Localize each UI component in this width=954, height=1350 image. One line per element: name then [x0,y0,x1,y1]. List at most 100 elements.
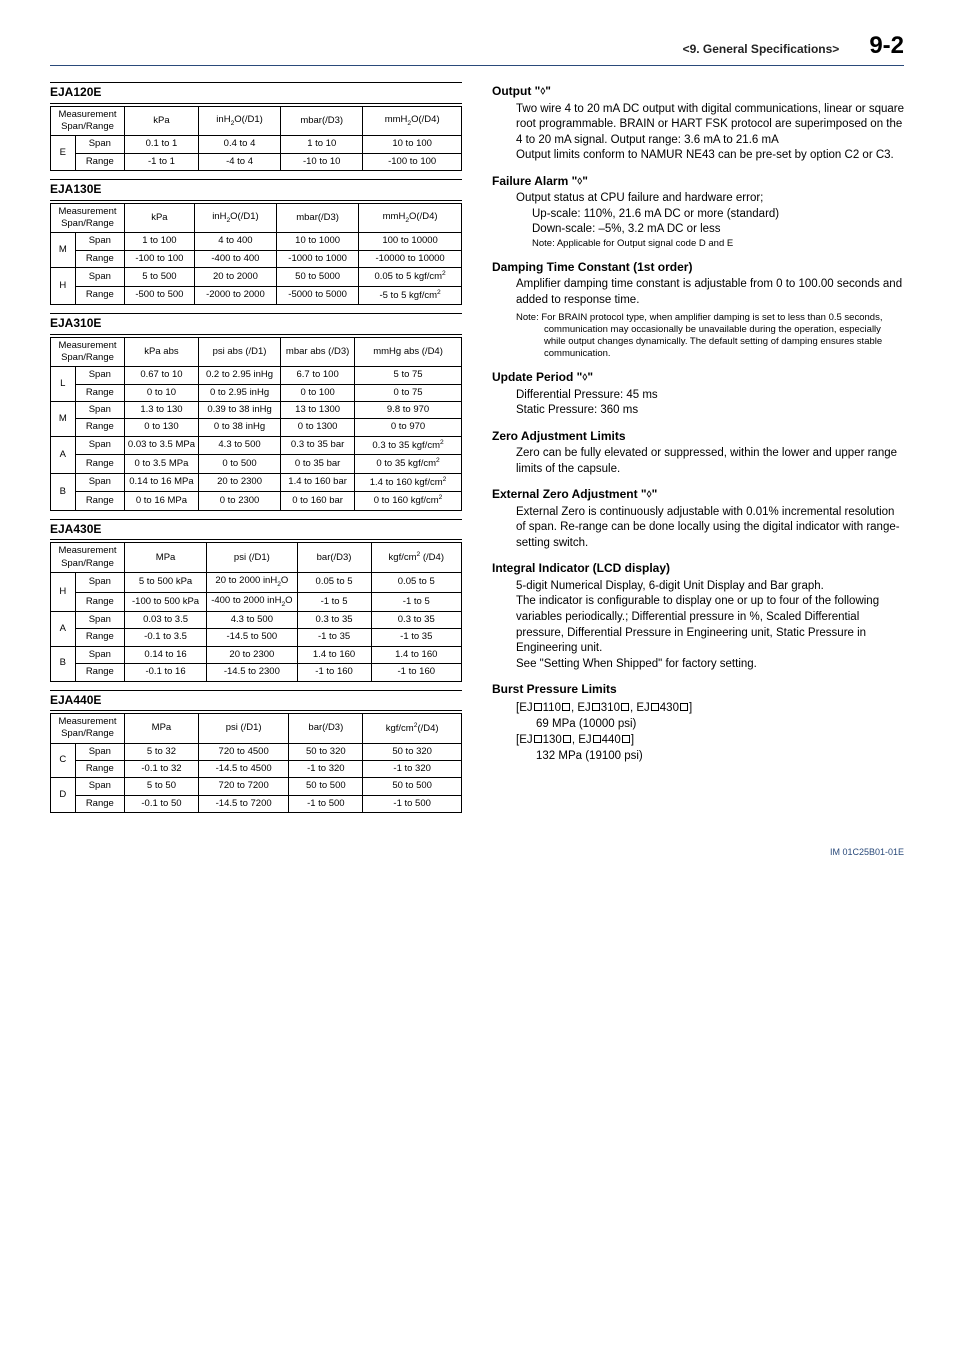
cell: -1 to 500 [289,795,363,812]
th: Measurement Span/Range [51,203,125,233]
cell: -1 to 35 [297,629,371,646]
cell: -1 to 35 [371,629,461,646]
damping-title: Damping Time Constant (1st order) [492,260,904,276]
cell: -1 to 160 [297,664,371,681]
cell: -400 to 2000 inH2O [207,592,297,612]
cell: 1.4 to 160 kgf/cm2 [355,473,462,492]
cell: 5 to 500 [124,268,194,287]
code: A [51,436,76,473]
th: mbar abs (/D3) [281,337,355,367]
extzero-body: External Zero is continuously adjustable… [516,505,904,552]
cell: 0 to 970 [355,419,462,436]
indicator-title: Integral Indicator (LCD display) [492,561,904,577]
cell: -14.5 to 2300 [207,664,297,681]
cell: 0.3 to 35 bar [281,436,355,455]
update-l2: Static Pressure: 360 ms [516,403,904,419]
cell: -100 to 100 [124,250,194,267]
section-label: <9. General Specifications> [683,42,840,58]
th: mbar(/D3) [281,106,363,136]
table-eja430e: Measurement Span/Range MPa psi (/D1) bar… [50,542,462,681]
cell: Span [75,436,124,455]
cell: Range [75,384,124,401]
th: Measurement Span/Range [51,714,125,744]
th: inH2O(/D1) [198,106,280,136]
cell: -0.1 to 50 [124,795,198,812]
cell: -1 to 5 [297,592,371,612]
cell: Range [75,664,124,681]
failure-sub2: Down-scale: –5%, 3.2 mA DC or less [532,222,904,238]
placeholder-icon [563,735,571,743]
failure-sub1: Up-scale: 110%, 21.6 mA DC or more (stan… [532,207,904,223]
cell: Span [75,136,124,153]
code: M [51,402,76,437]
cell: 4.3 to 500 [198,436,280,455]
cell: -0.1 to 16 [124,664,206,681]
cell: Span [75,646,124,663]
burst-l1: [EJ110, EJ310, EJ430] [516,700,904,716]
cell: 0.3 to 35 [371,612,461,629]
model-title-eja310e: EJA310E [50,313,462,335]
model-title-eja440e: EJA440E [50,690,462,712]
th: kgf/cm2(/D4) [363,714,462,744]
code: M [51,233,76,268]
cell: Span [75,402,124,419]
cell: Range [75,250,124,267]
cell: 0.03 to 3.5 [124,612,206,629]
cell: -10000 to 10000 [359,250,462,267]
th: inH2O(/D1) [194,203,276,233]
cell: 0 to 500 [198,455,280,474]
code: L [51,367,76,402]
cell: Span [75,743,124,760]
table-eja120e: Measurement Span/Range kPa inH2O(/D1) mb… [50,106,462,171]
cell: 0.03 to 3.5 MPa [124,436,198,455]
cell: Range [75,455,124,474]
cell: 0.39 to 38 inHg [198,402,280,419]
code: H [51,268,76,305]
cell: 20 to 2000 inH2O [207,573,297,593]
cell: 20 to 2300 [207,646,297,663]
cell: 4 to 400 [194,233,276,250]
th: bar(/D3) [297,543,371,573]
cell: 0 to 35 kgf/cm2 [355,455,462,474]
placeholder-icon [562,703,570,711]
cell: 5 to 75 [355,367,462,384]
placeholder-icon [534,735,542,743]
cell: 720 to 7200 [198,778,288,795]
cell: 50 to 500 [363,778,462,795]
th: Measurement Span/Range [51,543,125,573]
placeholder-icon [622,735,630,743]
cell: Range [75,795,124,812]
cell: 5 to 500 kPa [124,573,206,593]
cell: -10 to 10 [281,153,363,170]
th: mmH2O(/D4) [359,203,462,233]
cell: Span [75,367,124,384]
cell: 0 to 16 MPa [124,492,198,511]
cell: 1.4 to 160 [297,646,371,663]
cell: 0 to 100 [281,384,355,401]
cell: 0 to 2300 [198,492,280,511]
th: psi (/D1) [207,543,297,573]
burst-lines: [EJ110, EJ310, EJ430] 69 MPa (10000 psi)… [516,700,904,764]
cell: -1 to 5 [371,592,461,612]
cell: 50 to 5000 [277,268,359,287]
cell: -0.1 to 32 [124,761,198,778]
cell: -14.5 to 500 [207,629,297,646]
cell: 20 to 2000 [194,268,276,287]
cell: 50 to 500 [289,778,363,795]
cell: -5 to 5 kgf/cm2 [359,286,462,305]
cell: 0.3 to 35 [297,612,371,629]
th: psi (/D1) [198,714,288,744]
cell: -0.1 to 3.5 [124,629,206,646]
cell: 1 to 100 [124,233,194,250]
damping-body: Amplifier damping time constant is adjus… [516,277,904,308]
placeholder-icon [680,703,688,711]
cell: 10 to 1000 [277,233,359,250]
page-number: 9-2 [869,30,904,61]
cell: 50 to 320 [363,743,462,760]
cell: 0 to 130 [124,419,198,436]
cell: 0 to 75 [355,384,462,401]
cell: 0.67 to 10 [124,367,198,384]
cell: 5 to 50 [124,778,198,795]
th: Measurement Span/Range [51,337,125,367]
table-eja440e: Measurement Span/Range MPa psi (/D1) bar… [50,713,462,813]
